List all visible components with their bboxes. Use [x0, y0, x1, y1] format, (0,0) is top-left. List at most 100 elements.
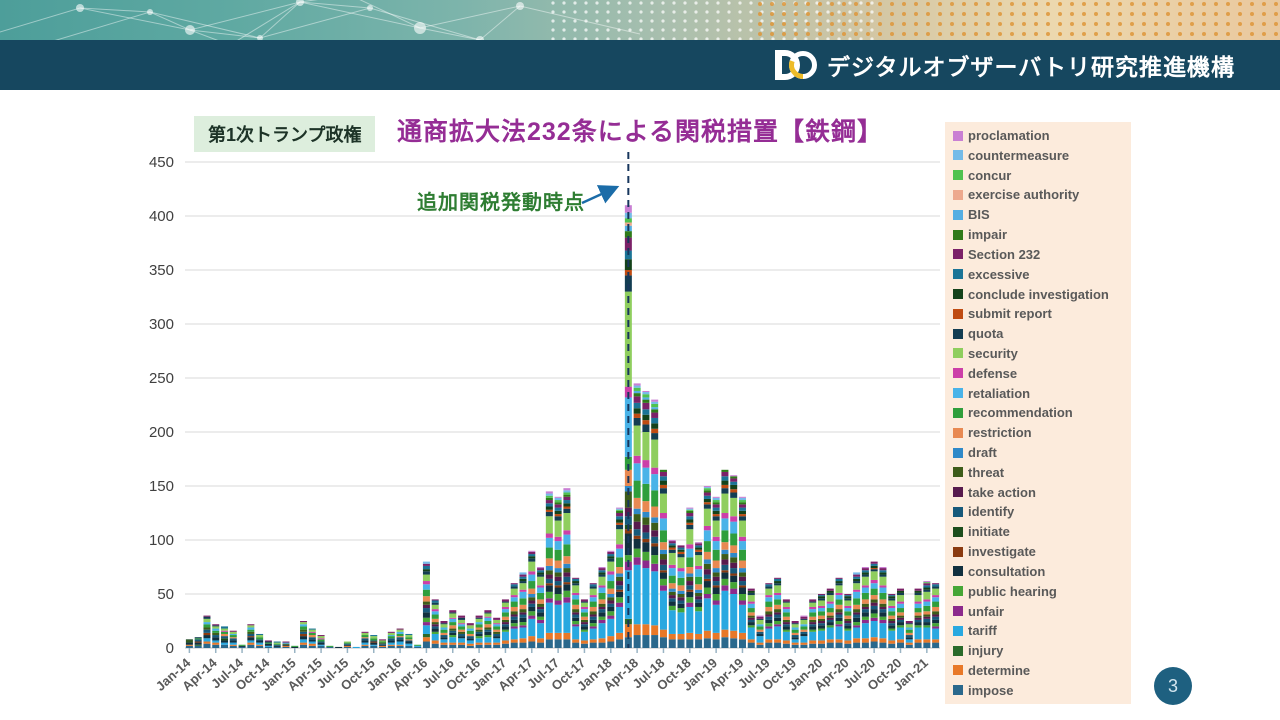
- legend-swatch-icon: [953, 427, 963, 438]
- stacked-bar: [405, 633, 413, 648]
- bar-segment: [607, 606, 615, 612]
- stacked-bar: [370, 635, 378, 648]
- bar-segment: [317, 645, 325, 648]
- stacked-bar: [800, 615, 808, 648]
- bar-segment: [897, 615, 905, 618]
- legend-swatch-icon: [953, 447, 963, 458]
- legend-label: consultation: [968, 563, 1046, 579]
- stacked-bar: [747, 588, 755, 648]
- legend-label: injury: [968, 643, 1004, 659]
- bar-segment: [703, 504, 711, 509]
- bar-segment: [616, 524, 624, 530]
- stacked-bar: [501, 599, 509, 648]
- bar-segment: [589, 611, 597, 615]
- bar-segment: [861, 576, 869, 586]
- stacked-bar: [317, 635, 325, 648]
- bar-segment: [431, 633, 439, 641]
- bar-segment: [712, 560, 720, 569]
- bar-segment: [221, 626, 229, 629]
- bar-segment: [616, 639, 624, 648]
- bar-segment: [642, 532, 650, 539]
- bar-segment: [835, 609, 843, 613]
- bar-segment: [844, 618, 852, 621]
- bar-segment: [730, 562, 738, 569]
- bar-segment: [853, 622, 861, 626]
- bar-segment: [633, 393, 641, 397]
- bar-segment: [405, 641, 413, 644]
- bar-segment: [458, 633, 466, 637]
- bar-segment: [510, 639, 518, 643]
- bar-segment: [879, 638, 887, 643]
- bar-segment: [651, 563, 659, 572]
- bar-segment: [572, 604, 580, 610]
- bar-segment: [414, 645, 422, 647]
- stacked-bar: [282, 641, 290, 648]
- bar-segment: [537, 587, 545, 593]
- bar-segment: [712, 536, 720, 542]
- bar-segment: [501, 609, 509, 613]
- bar-segment: [616, 589, 624, 592]
- bar-segment: [861, 606, 869, 610]
- bar-segment: [212, 632, 220, 636]
- legend-item-consultation: consultation: [953, 565, 1123, 578]
- bar-segment: [747, 617, 755, 620]
- bar-segment: [730, 475, 738, 477]
- bar-segment: [853, 598, 861, 605]
- stacked-bar: [422, 561, 430, 648]
- bar-segment: [826, 627, 834, 640]
- bar-segment: [905, 642, 913, 645]
- bar-segment: [396, 633, 404, 637]
- bar-segment: [932, 595, 940, 598]
- bar-segment: [861, 572, 869, 575]
- bar-segment: [730, 533, 738, 546]
- bar-segment: [888, 595, 896, 597]
- bar-segment: [932, 597, 940, 602]
- bar-segment: [695, 584, 703, 590]
- bar-segment: [422, 581, 430, 585]
- bar-segment: [510, 595, 518, 598]
- bar-segment: [703, 487, 711, 489]
- bar-segment: [747, 615, 755, 618]
- bar-segment: [387, 632, 395, 636]
- bar-segment: [932, 628, 940, 640]
- bar-segment: [677, 594, 685, 598]
- bar-segment: [422, 571, 430, 575]
- bar-segment: [563, 490, 571, 493]
- bar-segment: [633, 548, 641, 558]
- bar-segment: [405, 640, 413, 642]
- bar-segment: [528, 574, 536, 582]
- bar-segment: [343, 643, 351, 645]
- bar-segment: [774, 609, 782, 613]
- bar-segment: [853, 627, 861, 639]
- bar-segment: [756, 615, 764, 617]
- bar-segment: [624, 637, 632, 648]
- bar-segment: [466, 640, 474, 644]
- bar-segment: [651, 409, 659, 413]
- bar-segment: [870, 561, 878, 564]
- bar-segment: [774, 614, 782, 618]
- bar-segment: [185, 645, 193, 648]
- bar-segment: [712, 639, 720, 648]
- bar-segment: [835, 621, 843, 625]
- bar-segment: [897, 595, 905, 602]
- bar-segment: [545, 503, 553, 507]
- bar-segment: [861, 616, 869, 620]
- org-logo: デジタルオブザーバトリ研究推進機構: [772, 40, 1235, 90]
- bar-segment: [580, 626, 588, 630]
- bar-segment: [642, 392, 650, 395]
- bar-segment: [185, 642, 193, 645]
- bar-segment: [449, 642, 457, 645]
- bar-segment: [835, 595, 843, 600]
- bar-segment: [212, 642, 220, 645]
- bar-segment: [396, 641, 404, 645]
- bar-segment: [282, 642, 290, 644]
- bar-segment: [484, 627, 492, 630]
- bar-segment: [668, 639, 676, 648]
- bar-segment: [774, 577, 782, 579]
- bar-segment: [791, 629, 799, 633]
- bar-segment: [642, 409, 650, 415]
- bar-segment: [721, 480, 729, 485]
- page-number-badge: 3: [1154, 667, 1192, 705]
- bar-segment: [695, 599, 703, 603]
